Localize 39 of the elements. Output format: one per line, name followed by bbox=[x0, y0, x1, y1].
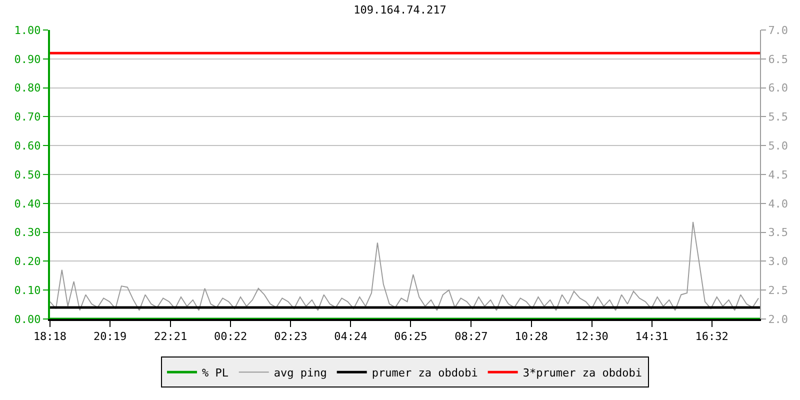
x-tick-label: 10:28 bbox=[514, 330, 548, 344]
x-tick-label: 06:25 bbox=[394, 330, 428, 344]
x-tick-label: 00:22 bbox=[214, 330, 248, 344]
y2-tick-label: 6.0 bbox=[768, 82, 788, 95]
y2-tick-label: 3.0 bbox=[768, 255, 788, 268]
y-tick-label: 0.60 bbox=[14, 139, 41, 152]
y-tick-label: 0.40 bbox=[14, 197, 41, 210]
x-tick-label: 18:18 bbox=[33, 330, 67, 344]
y2-tick-label: 6.5 bbox=[768, 52, 788, 66]
y2-tick-label: 5.5 bbox=[768, 110, 788, 124]
legend-label: prumer za obdobi bbox=[372, 366, 478, 380]
x-tick-label: 04:24 bbox=[334, 330, 368, 344]
x-tick-label: 20:19 bbox=[93, 330, 127, 344]
legend-label: avg ping bbox=[274, 366, 327, 380]
y-tick-label: 0.10 bbox=[14, 284, 41, 297]
x-tick-label: 02:23 bbox=[274, 330, 308, 344]
y-tick-label: 0.20 bbox=[14, 255, 41, 268]
y2-tick-label: 7.0 bbox=[768, 24, 788, 37]
legend-label: 3*prumer za obdobi bbox=[522, 366, 642, 380]
y-tick-label: 0.90 bbox=[14, 52, 41, 66]
y2-tick-label: 3.5 bbox=[768, 226, 788, 240]
y-tick-label: 1.00 bbox=[14, 24, 41, 37]
x-tick-label: 08:27 bbox=[454, 330, 488, 344]
chart-title: 109.164.74.217 bbox=[354, 4, 446, 17]
y2-tick-label: 2.0 bbox=[768, 312, 788, 326]
y2-tick-label: 2.5 bbox=[768, 284, 788, 297]
x-tick-label: 14:31 bbox=[635, 330, 668, 344]
y-tick-label: 0.50 bbox=[14, 168, 41, 182]
x-tick-label: 22:21 bbox=[154, 330, 188, 344]
legend-label: % PL bbox=[202, 366, 229, 380]
x-tick-label: 12:30 bbox=[575, 330, 608, 344]
y2-tick-label: 4.5 bbox=[768, 168, 788, 182]
x-tick-label: 16:32 bbox=[695, 330, 728, 344]
y-tick-label: 0.70 bbox=[14, 110, 41, 124]
y-tick-label: 0.30 bbox=[14, 226, 41, 240]
y2-tick-label: 4.0 bbox=[768, 197, 788, 210]
y-tick-label: 0.00 bbox=[14, 312, 41, 326]
y2-tick-label: 5.0 bbox=[768, 139, 788, 152]
y-tick-label: 0.80 bbox=[14, 82, 41, 95]
